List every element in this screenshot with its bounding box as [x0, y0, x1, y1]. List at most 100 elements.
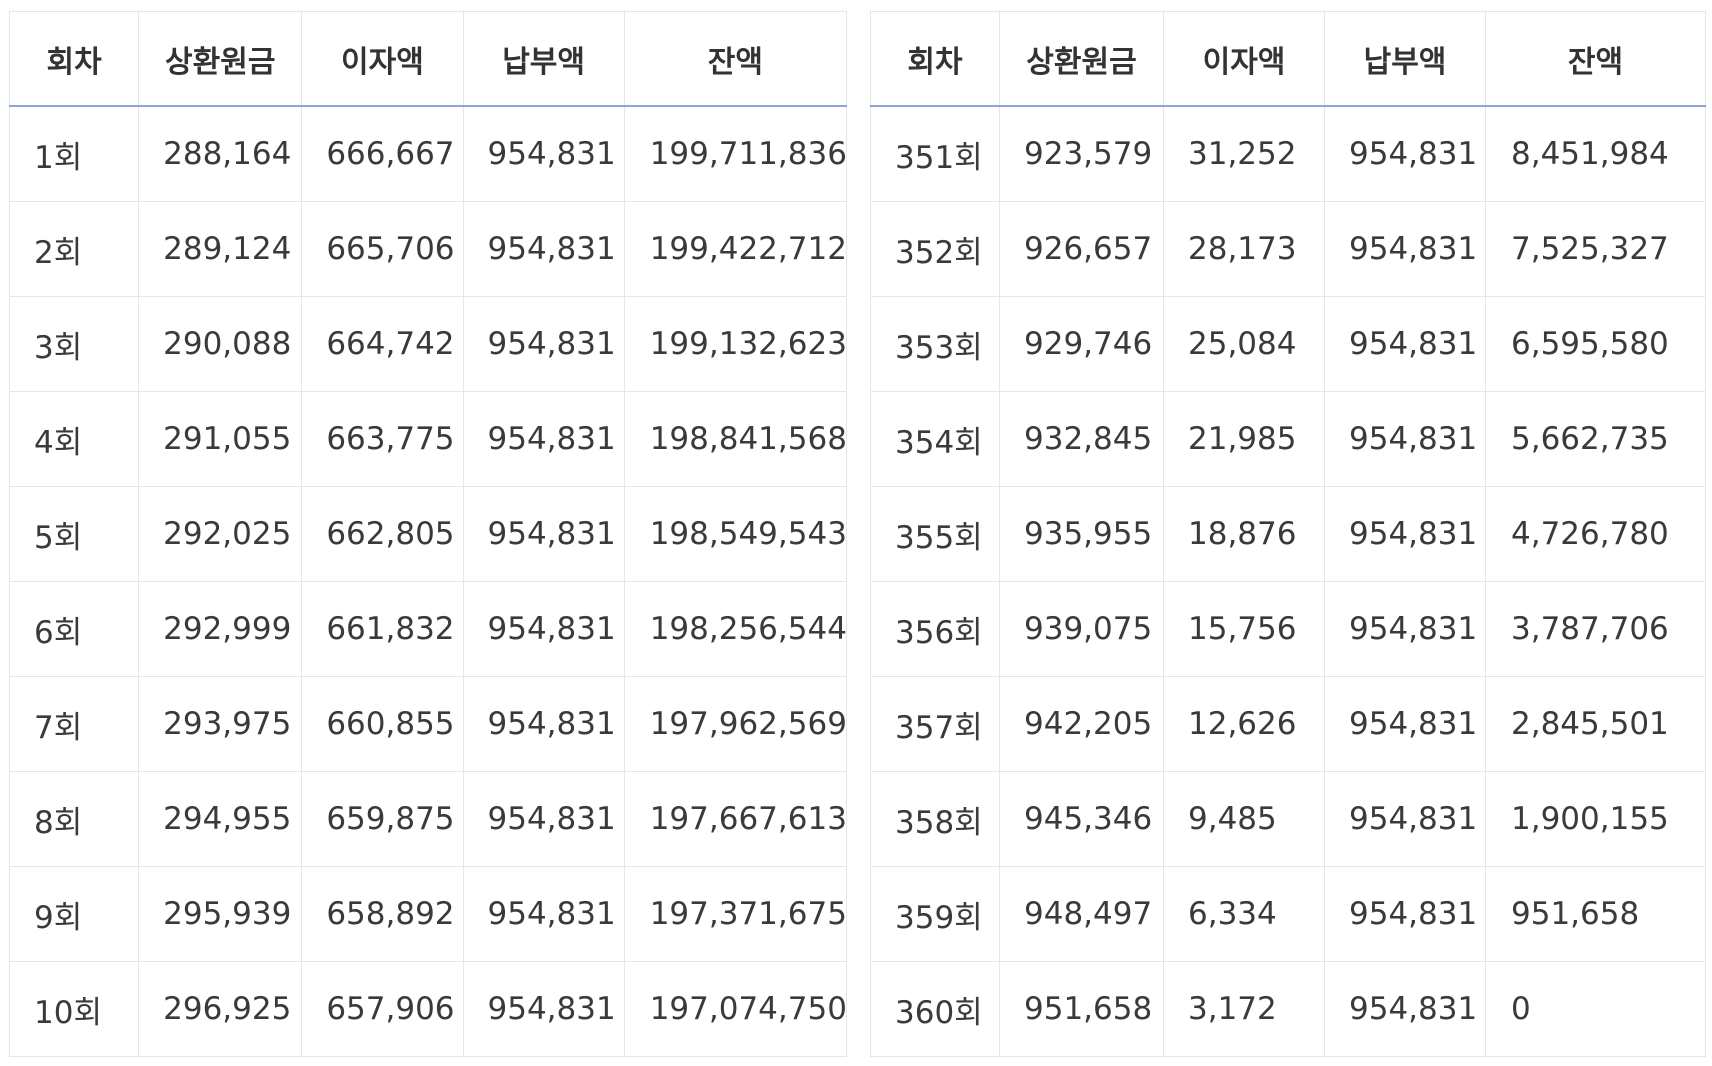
cell-balance: 8,451,984 — [1485, 106, 1706, 202]
cell-payment: 954,831 — [1324, 486, 1486, 582]
cell-principal: 296,925 — [138, 961, 303, 1057]
cell-round: 4회 — [9, 391, 140, 487]
cell-balance: 197,371,675 — [624, 866, 848, 962]
cell-interest: 18,876 — [1163, 486, 1325, 582]
cell-principal: 923,579 — [999, 106, 1164, 202]
cell-interest: 31,252 — [1163, 106, 1325, 202]
table-header-row: 회차 상환원금 이자액 납부액 잔액 — [870, 11, 1706, 107]
cell-round: 10회 — [9, 961, 140, 1057]
cell-balance: 0 — [1485, 961, 1706, 1057]
cell-payment: 954,831 — [1324, 771, 1486, 867]
table-row: 355회 935,955 18,876 954,831 4,726,780 — [870, 486, 1706, 582]
cell-balance: 2,845,501 — [1485, 676, 1706, 772]
cell-round: 358회 — [870, 771, 1000, 867]
table-row: 2회 289,124 665,706 954,831 199,422,712 — [9, 201, 848, 297]
cell-balance: 199,711,836 — [624, 106, 848, 202]
table-row: 3회 290,088 664,742 954,831 199,132,623 — [9, 296, 848, 392]
cell-interest: 665,706 — [301, 201, 464, 297]
cell-principal: 935,955 — [999, 486, 1164, 582]
cell-interest: 15,756 — [1163, 581, 1325, 677]
cell-payment: 954,831 — [463, 296, 625, 392]
cell-balance: 3,787,706 — [1485, 581, 1706, 677]
cell-round: 360회 — [870, 961, 1000, 1057]
table-header-row: 회차 상환원금 이자액 납부액 잔액 — [9, 11, 848, 107]
cell-payment: 954,831 — [1324, 676, 1486, 772]
cell-payment: 954,831 — [463, 771, 625, 867]
header-interest: 이자액 — [301, 11, 464, 107]
cell-interest: 3,172 — [1163, 961, 1325, 1057]
table-row: 354회 932,845 21,985 954,831 5,662,735 — [870, 391, 1706, 487]
cell-principal: 291,055 — [138, 391, 303, 487]
table-row: 351회 923,579 31,252 954,831 8,451,984 — [870, 106, 1706, 202]
cell-balance: 4,726,780 — [1485, 486, 1706, 582]
table-row: 358회 945,346 9,485 954,831 1,900,155 — [870, 771, 1706, 867]
cell-balance: 197,074,750 — [624, 961, 848, 1057]
header-balance: 잔액 — [624, 11, 848, 107]
cell-balance: 7,525,327 — [1485, 201, 1706, 297]
cell-balance: 199,132,623 — [624, 296, 848, 392]
cell-interest: 12,626 — [1163, 676, 1325, 772]
cell-balance: 197,667,613 — [624, 771, 848, 867]
header-round: 회차 — [9, 11, 140, 107]
cell-balance: 6,595,580 — [1485, 296, 1706, 392]
cell-interest: 21,985 — [1163, 391, 1325, 487]
cell-round: 9회 — [9, 866, 140, 962]
cell-principal: 290,088 — [138, 296, 303, 392]
cell-interest: 660,855 — [301, 676, 464, 772]
cell-round: 354회 — [870, 391, 1000, 487]
cell-payment: 954,831 — [1324, 581, 1486, 677]
header-payment: 납부액 — [1324, 11, 1486, 107]
cell-payment: 954,831 — [1324, 866, 1486, 962]
cell-interest: 6,334 — [1163, 866, 1325, 962]
table-row: 353회 929,746 25,084 954,831 6,595,580 — [870, 296, 1706, 392]
table-row: 360회 951,658 3,172 954,831 0 — [870, 961, 1706, 1057]
cell-principal: 288,164 — [138, 106, 303, 202]
cell-round: 357회 — [870, 676, 1000, 772]
cell-payment: 954,831 — [463, 961, 625, 1057]
cell-balance: 198,256,544 — [624, 581, 848, 677]
header-principal: 상환원금 — [138, 11, 303, 107]
cell-round: 352회 — [870, 201, 1000, 297]
table-row: 6회 292,999 661,832 954,831 198,256,544 — [9, 581, 848, 677]
cell-payment: 954,831 — [463, 106, 625, 202]
cell-balance: 951,658 — [1485, 866, 1706, 962]
cell-principal: 294,955 — [138, 771, 303, 867]
cell-balance: 198,549,543 — [624, 486, 848, 582]
cell-principal: 926,657 — [999, 201, 1164, 297]
table-row: 352회 926,657 28,173 954,831 7,525,327 — [870, 201, 1706, 297]
cell-interest: 666,667 — [301, 106, 464, 202]
cell-round: 3회 — [9, 296, 140, 392]
cell-interest: 658,892 — [301, 866, 464, 962]
cell-round: 1회 — [9, 106, 140, 202]
table-row: 359회 948,497 6,334 954,831 951,658 — [870, 866, 1706, 962]
header-round: 회차 — [870, 11, 1000, 107]
cell-interest: 659,875 — [301, 771, 464, 867]
cell-payment: 954,831 — [463, 581, 625, 677]
cell-round: 7회 — [9, 676, 140, 772]
cell-principal: 951,658 — [999, 961, 1164, 1057]
cell-interest: 663,775 — [301, 391, 464, 487]
cell-payment: 954,831 — [463, 866, 625, 962]
cell-interest: 28,173 — [1163, 201, 1325, 297]
cell-round: 359회 — [870, 866, 1000, 962]
table-row: 10회 296,925 657,906 954,831 197,074,750 — [9, 961, 848, 1057]
amortization-table-right: 회차 상환원금 이자액 납부액 잔액 351회 923,579 31,252 9… — [870, 11, 1706, 1057]
cell-balance: 197,962,569 — [624, 676, 848, 772]
cell-principal: 292,999 — [138, 581, 303, 677]
cell-balance: 1,900,155 — [1485, 771, 1706, 867]
cell-payment: 954,831 — [1324, 106, 1486, 202]
table-row: 357회 942,205 12,626 954,831 2,845,501 — [870, 676, 1706, 772]
table-row: 4회 291,055 663,775 954,831 198,841,568 — [9, 391, 848, 487]
cell-principal: 293,975 — [138, 676, 303, 772]
cell-interest: 657,906 — [301, 961, 464, 1057]
cell-round: 353회 — [870, 296, 1000, 392]
cell-interest: 662,805 — [301, 486, 464, 582]
cell-principal: 939,075 — [999, 581, 1164, 677]
cell-principal: 929,746 — [999, 296, 1164, 392]
amortization-table-left: 회차 상환원금 이자액 납부액 잔액 1회 288,164 666,667 95… — [9, 11, 848, 1057]
cell-round: 351회 — [870, 106, 1000, 202]
cell-payment: 954,831 — [463, 201, 625, 297]
table-row: 8회 294,955 659,875 954,831 197,667,613 — [9, 771, 848, 867]
table-row: 356회 939,075 15,756 954,831 3,787,706 — [870, 581, 1706, 677]
cell-principal: 948,497 — [999, 866, 1164, 962]
